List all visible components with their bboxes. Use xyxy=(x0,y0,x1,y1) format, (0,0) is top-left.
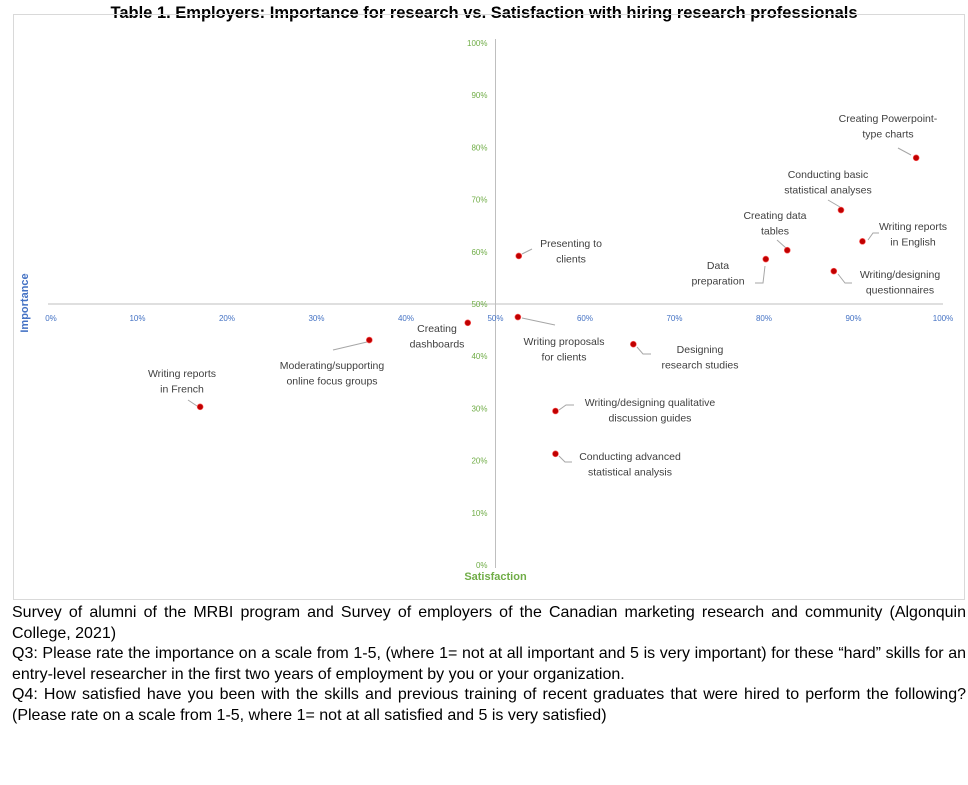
caption-q3: Q3: Please rate the importance on a scal… xyxy=(12,645,966,683)
data-point xyxy=(464,319,472,327)
x-tick-label: 100% xyxy=(933,314,953,323)
data-label: Writing reports xyxy=(148,368,216,380)
leader-line xyxy=(897,147,912,156)
x-tick-label: 70% xyxy=(666,314,682,323)
y-tick-label: 90% xyxy=(471,91,487,100)
leader-line xyxy=(827,199,841,208)
data-point xyxy=(837,206,845,214)
x-tick-label: 90% xyxy=(845,314,861,323)
data-label: in English xyxy=(890,237,936,249)
data-label: Moderating/supporting xyxy=(280,360,385,372)
x-axis-title: Satisfaction xyxy=(464,571,527,583)
data-point xyxy=(552,407,559,415)
data-label: Presenting to xyxy=(540,238,602,250)
data-label: Writing proposals xyxy=(524,336,605,348)
leader-line xyxy=(558,455,572,463)
leader-line xyxy=(636,346,651,355)
data-label: Creating data xyxy=(743,210,806,222)
leader-line xyxy=(755,265,766,284)
data-point xyxy=(783,246,791,254)
caption: Survey of alumni of the MRBI program and… xyxy=(12,603,966,726)
data-label: Creating xyxy=(417,323,457,335)
data-label: clients xyxy=(556,254,586,266)
data-point xyxy=(762,255,770,263)
leader-line xyxy=(558,404,574,411)
leader-line xyxy=(776,239,787,249)
x-tick-label: 0% xyxy=(45,314,57,323)
y-tick-label: 100% xyxy=(467,39,487,48)
caption-q4: Q4: How satisfied have you been with the… xyxy=(12,686,966,724)
data-label: Creating Powerpoint- xyxy=(839,113,938,125)
y-tick-label: 70% xyxy=(471,196,487,205)
caption-source: Survey of alumni of the MRBI program and… xyxy=(12,604,966,642)
y-axis-title: Importance xyxy=(19,273,31,332)
y-tick-label: 60% xyxy=(471,248,487,257)
data-point xyxy=(196,403,204,411)
data-label: Designing xyxy=(677,344,724,356)
data-label: questionnaires xyxy=(866,285,934,297)
data-label: in French xyxy=(160,384,204,396)
plot-border xyxy=(13,14,965,600)
data-point xyxy=(515,252,523,260)
data-label: preparation xyxy=(691,276,744,288)
y-tick-label: 20% xyxy=(471,457,487,466)
y-tick-label: 10% xyxy=(471,509,487,518)
data-label: statistical analyses xyxy=(784,185,872,197)
data-label: Writing reports xyxy=(879,221,947,233)
data-point xyxy=(514,313,522,321)
leader-line xyxy=(521,248,533,255)
leader-line xyxy=(837,273,852,284)
x-tick-label: 10% xyxy=(129,314,145,323)
x-tick-label: 40% xyxy=(398,314,414,323)
data-label: discussion guides xyxy=(609,413,692,425)
x-tick-label: 80% xyxy=(756,314,772,323)
leader-line xyxy=(867,232,879,241)
y-tick-label: 30% xyxy=(471,404,487,413)
data-label: research studies xyxy=(661,360,738,372)
data-label: type charts xyxy=(862,129,913,141)
x-tick-label: 60% xyxy=(577,314,593,323)
data-point xyxy=(859,238,866,245)
data-label: Conducting basic xyxy=(788,169,869,181)
leader-line xyxy=(187,399,198,407)
chart-title: Table 1. Employers: Importance for resea… xyxy=(110,4,858,22)
data-label: Conducting advanced xyxy=(579,451,681,463)
data-point xyxy=(552,450,559,458)
y-tick-label: 80% xyxy=(471,143,487,152)
data-label: online focus groups xyxy=(286,376,377,388)
y-tick-label: 0% xyxy=(476,561,488,570)
data-label: dashboards xyxy=(410,339,465,351)
scatter-chart: 0% 10% 20% 30% 40% 50% 60% 70% 80% 90% 100% 0% 10% 20… xyxy=(13,14,965,600)
data-label: Writing/designing xyxy=(860,269,941,281)
y-tick-label: 50% xyxy=(471,300,487,309)
x-tick-label: 50% xyxy=(487,314,503,323)
data-label: Writing/designing qualitative xyxy=(585,397,716,409)
data-point xyxy=(830,267,838,275)
data-label: for clients xyxy=(542,352,587,364)
data-label: tables xyxy=(761,226,789,238)
data-point xyxy=(630,340,637,348)
y-tick-label: 40% xyxy=(471,352,487,361)
data-label: statistical analysis xyxy=(588,467,672,479)
x-tick-label: 30% xyxy=(308,314,324,323)
x-tick-label: 20% xyxy=(219,314,235,323)
leader-line xyxy=(332,341,368,351)
leader-line xyxy=(521,317,556,326)
data-point xyxy=(912,154,920,162)
data-point xyxy=(366,336,373,344)
data-label: Data xyxy=(707,260,729,272)
